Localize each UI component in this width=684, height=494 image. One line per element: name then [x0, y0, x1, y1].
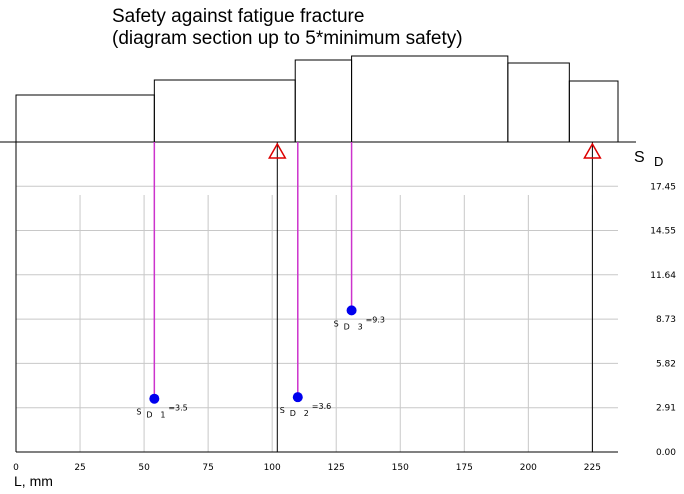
point-label: S D 2=3.6 [280, 402, 331, 418]
point-label: S D 3=9.3 [334, 315, 385, 331]
point-label-main: S [280, 406, 285, 415]
x-tick-label: 225 [584, 463, 601, 473]
y-tick-label: 17.45 [650, 182, 676, 192]
x-tick-label: 150 [392, 463, 409, 473]
chart-title-block: Safety against fatigue fracture (diagram… [112, 6, 463, 50]
point-label: S D 1=3.5 [136, 404, 187, 420]
x-tick-label: 100 [264, 463, 281, 473]
tick-labels: 0 25 50 75 100 125 150 175 200 225 0.00 2.91 5.82 8.7… [13, 182, 676, 473]
y-tick-label: 14.55 [650, 226, 676, 236]
x-tick-label: 25 [74, 463, 85, 473]
y-axis-label-sub: D [654, 154, 663, 169]
support-triangle [268, 142, 287, 159]
x-tick-label: 75 [202, 463, 213, 473]
point-label-sub: D [146, 411, 152, 420]
shaft-section [15, 94, 155, 143]
chart-subtitle: (diagram section up to 5*minimum safety) [112, 28, 463, 49]
x-tick-label: 125 [328, 463, 345, 473]
point-label-index: 1 [160, 411, 165, 420]
x-axis-label: L, mm [14, 473, 53, 489]
point-label-main: S [334, 319, 339, 328]
shaft-section [351, 55, 509, 143]
shaft-section [294, 59, 353, 143]
point-label-sub: D [344, 322, 350, 331]
support-triangle [583, 142, 602, 159]
x-tick-label: 0 [13, 463, 19, 473]
shaft-section [153, 79, 296, 143]
x-tick-label: 200 [520, 463, 537, 473]
data-point [346, 305, 357, 316]
data-point [149, 393, 160, 404]
point-label-value: =3.6 [312, 402, 331, 411]
data-points: S D 1=3.5 S D 2=3.6S D 3=9.3 [136, 142, 385, 420]
point-label-sub: D [290, 409, 296, 418]
y-tick-label: 5.82 [656, 359, 676, 369]
y-tick-label: 2.91 [656, 404, 676, 414]
point-label-value: =3.5 [168, 404, 187, 413]
y-axis-label: S [634, 149, 645, 166]
data-point [292, 392, 303, 403]
point-label-main: S [136, 408, 141, 417]
x-tick-label: 50 [138, 463, 150, 473]
grid [16, 185, 618, 452]
y-tick-label: 0.00 [656, 448, 676, 458]
shaft-section [568, 80, 619, 143]
y-tick-label: 11.64 [650, 271, 676, 281]
point-label-index: 2 [304, 409, 309, 418]
point-label-value: =9.3 [366, 315, 385, 324]
point-label-index: 3 [358, 322, 363, 331]
x-tick-label: 175 [456, 463, 473, 473]
chart-title: Safety against fatigue fracture [112, 6, 365, 27]
axes [0, 141, 636, 453]
shaft-profile [15, 55, 619, 143]
supports [268, 142, 602, 452]
shaft-section [507, 62, 570, 143]
y-tick-label: 8.73 [656, 315, 676, 325]
